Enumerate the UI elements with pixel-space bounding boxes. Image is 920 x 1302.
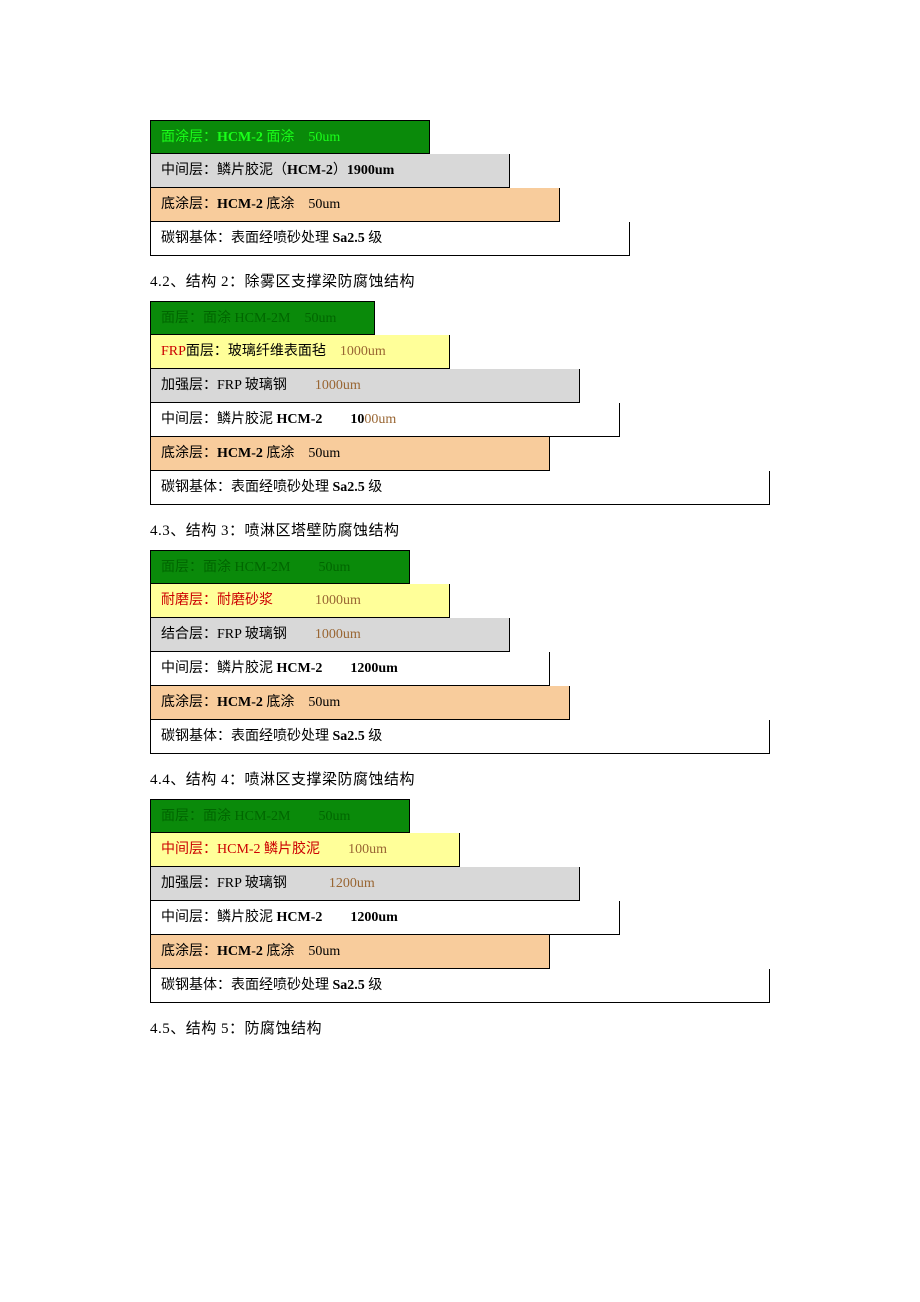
structure-4-layers: 面层：面涂 HCM-2M 50um中间层：HCM-2 鳞片胶泥 100um加强层…: [150, 799, 770, 1003]
page: 面涂层：HCM-2 面涂 50um中间层：鳞片胶泥（HCM-2）1900um底涂…: [0, 0, 920, 1248]
structure-4-layers-row: 中间层：HCM-2 鳞片胶泥 100um: [150, 833, 460, 867]
structure-2-layers-row: 碳钢基体：表面经喷砂处理 Sa2.5 级: [150, 471, 770, 505]
structure-2-layers-row: 中间层：鳞片胶泥 HCM-2 1000um: [150, 403, 620, 437]
structure-3-layers-row: 耐磨层：耐磨砂浆 1000um: [150, 584, 450, 618]
structure-3-heading: 4.3、结构 3：喷淋区塔壁防腐蚀结构: [150, 519, 770, 540]
structure-4-layers-row: 碳钢基体：表面经喷砂处理 Sa2.5 级: [150, 969, 770, 1003]
structure-1: 面涂层：HCM-2 面涂 50um中间层：鳞片胶泥（HCM-2）1900um底涂…: [150, 120, 770, 256]
structure-1-layers-row: 中间层：鳞片胶泥（HCM-2）1900um: [150, 154, 510, 188]
structure-2-layers-row: 底涂层：HCM-2 底涂 50um: [150, 437, 550, 471]
structure-2-layers-row: 面层：面涂 HCM-2M 50um: [150, 301, 375, 335]
structure-2-layers: 面层：面涂 HCM-2M 50umFRP面层：玻璃纤维表面毡 1000um加强层…: [150, 301, 770, 505]
structure-4-layers-row: 底涂层：HCM-2 底涂 50um: [150, 935, 550, 969]
structure-3-layers: 面层：面涂 HCM-2M 50um耐磨层：耐磨砂浆 1000um结合层：FRP …: [150, 550, 770, 754]
structure-1-layers-row: 面涂层：HCM-2 面涂 50um: [150, 120, 430, 154]
structure-3: 4.3、结构 3：喷淋区塔壁防腐蚀结构 面层：面涂 HCM-2M 50um耐磨层…: [150, 519, 770, 754]
structure-2-layers-row: 加强层：FRP 玻璃钢 1000um: [150, 369, 580, 403]
structure-2-heading: 4.2、结构 2：除雾区支撑梁防腐蚀结构: [150, 270, 770, 291]
structure-4: 4.4、结构 4：喷淋区支撑梁防腐蚀结构 面层：面涂 HCM-2M 50um中间…: [150, 768, 770, 1003]
structure-2-layers-row: FRP面层：玻璃纤维表面毡 1000um: [150, 335, 450, 369]
structure-4-layers-row: 中间层：鳞片胶泥 HCM-2 1200um: [150, 901, 620, 935]
structure-1-layers-row: 底涂层：HCM-2 底涂 50um: [150, 188, 560, 222]
structure-1-layers: 面涂层：HCM-2 面涂 50um中间层：鳞片胶泥（HCM-2）1900um底涂…: [150, 120, 770, 256]
structure-4-heading: 4.4、结构 4：喷淋区支撑梁防腐蚀结构: [150, 768, 770, 789]
structure-1-layers-row: 碳钢基体：表面经喷砂处理 Sa2.5 级: [150, 222, 630, 256]
structure-5: 4.5、结构 5：防腐蚀结构: [150, 1017, 770, 1038]
structure-3-layers-row: 中间层：鳞片胶泥 HCM-2 1200um: [150, 652, 550, 686]
structure-3-layers-row: 结合层：FRP 玻璃钢 1000um: [150, 618, 510, 652]
structure-2: 4.2、结构 2：除雾区支撑梁防腐蚀结构 面层：面涂 HCM-2M 50umFR…: [150, 270, 770, 505]
structure-3-layers-row: 底涂层：HCM-2 底涂 50um: [150, 686, 570, 720]
structure-4-layers-row: 面层：面涂 HCM-2M 50um: [150, 799, 410, 833]
structure-3-layers-row: 碳钢基体：表面经喷砂处理 Sa2.5 级: [150, 720, 770, 754]
structure-4-layers-row: 加强层：FRP 玻璃钢 1200um: [150, 867, 580, 901]
structure-3-layers-row: 面层：面涂 HCM-2M 50um: [150, 550, 410, 584]
structure-5-heading: 4.5、结构 5：防腐蚀结构: [150, 1017, 770, 1038]
